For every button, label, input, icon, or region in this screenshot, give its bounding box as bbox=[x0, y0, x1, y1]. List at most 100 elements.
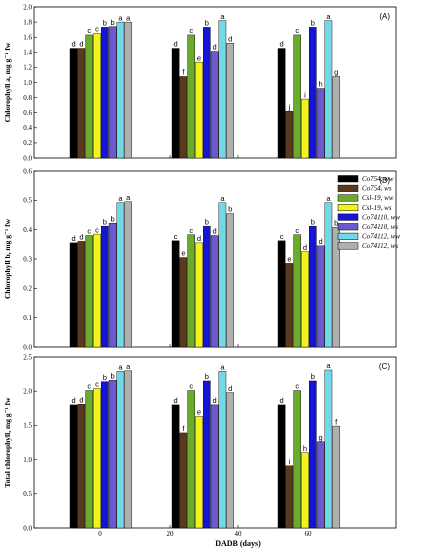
bar bbox=[100, 27, 109, 159]
significance-letter: b bbox=[205, 372, 209, 381]
significance-letter: c bbox=[295, 382, 299, 391]
significance-letter: b bbox=[311, 372, 315, 381]
y-tick-label: 0.4 bbox=[23, 124, 32, 132]
legend-label: Csl-19, ww bbox=[362, 194, 394, 202]
bar bbox=[301, 452, 309, 529]
significance-letter: a bbox=[220, 363, 225, 372]
significance-letter: c bbox=[87, 382, 91, 391]
bar bbox=[116, 21, 125, 159]
panel-label: (C) bbox=[379, 362, 390, 371]
bar bbox=[93, 388, 101, 529]
y-tick-label: 0.0 bbox=[23, 524, 32, 532]
significance-letter: b bbox=[228, 205, 232, 214]
significance-letter: d bbox=[174, 40, 178, 49]
legend-swatch bbox=[337, 213, 359, 221]
bar bbox=[324, 369, 333, 529]
significance-letter: b bbox=[103, 373, 107, 382]
x-axis: DADB (days) 0 20 40 60 bbox=[98, 530, 312, 548]
bar bbox=[309, 27, 317, 159]
bar bbox=[171, 240, 180, 348]
x-tick-label: 60 bbox=[305, 530, 313, 538]
bar bbox=[285, 465, 294, 529]
y-axis-label: Total chlorophyll, mg g⁻¹ fw bbox=[3, 397, 12, 488]
bar bbox=[187, 34, 196, 159]
bar bbox=[316, 88, 325, 159]
legend-swatch bbox=[337, 184, 359, 192]
significance-letter: c bbox=[87, 227, 91, 236]
significance-letter: b bbox=[111, 18, 115, 27]
significance-letter: d bbox=[79, 40, 83, 49]
significance-letter: d bbox=[79, 233, 83, 242]
significance-letter: a bbox=[326, 194, 331, 203]
significance-letter: a bbox=[326, 361, 331, 370]
x-axis-label: DADB (days) bbox=[215, 539, 261, 548]
y-tick-label: 0.6 bbox=[23, 167, 32, 175]
significance-letter: g bbox=[334, 68, 338, 77]
significance-letter: c bbox=[189, 226, 193, 235]
significance-letter: e bbox=[181, 249, 185, 258]
significance-letter: d bbox=[72, 396, 76, 405]
y-tick-label: 2.5 bbox=[23, 353, 32, 361]
bar bbox=[69, 48, 78, 159]
bar bbox=[77, 241, 86, 348]
legend-label: Co74112, ww bbox=[362, 233, 400, 241]
bar bbox=[293, 390, 302, 529]
significance-letter: d bbox=[72, 234, 76, 243]
legend-label: Co74110, ww bbox=[362, 213, 400, 221]
bar bbox=[93, 33, 101, 159]
significance-letter: d bbox=[213, 43, 217, 52]
bar bbox=[210, 235, 219, 348]
bar bbox=[69, 242, 78, 348]
y-tick-label: 0.0 bbox=[23, 343, 32, 351]
y-tick-label: 1.0 bbox=[23, 456, 32, 464]
y-tick-label: 0.3 bbox=[23, 255, 32, 263]
significance-letter: d bbox=[228, 384, 232, 393]
significance-letter: d bbox=[197, 234, 201, 243]
significance-letter: c bbox=[95, 25, 99, 34]
bar bbox=[179, 257, 188, 348]
significance-letter: b bbox=[311, 19, 315, 28]
legend-swatch bbox=[337, 242, 359, 250]
y-axis-label: Chlorophyll b, mg g⁻¹ fw bbox=[3, 218, 12, 299]
legend-label: Co74112, ws bbox=[362, 242, 398, 250]
y-tick-label: 0.2 bbox=[23, 139, 32, 147]
bar bbox=[293, 234, 302, 348]
bar bbox=[195, 61, 203, 159]
panel-label: (A) bbox=[379, 12, 390, 21]
panels-group: 0.0 0.2 0.4 0.6 0.8 1.0 1.2 1.4 1.6 1.8 2.0 Chlorop… bbox=[3, 3, 397, 532]
significance-letter: b bbox=[311, 217, 315, 226]
significance-letter: a bbox=[118, 363, 123, 372]
significance-letter: i bbox=[304, 90, 306, 99]
bar bbox=[187, 390, 196, 529]
legend-label: Csl-19, ws bbox=[362, 204, 392, 212]
bar bbox=[301, 251, 309, 348]
significance-letter: c bbox=[189, 382, 193, 391]
bar bbox=[202, 380, 211, 529]
significance-letter: c bbox=[295, 226, 299, 235]
panel-3: 0.0 0.5 1.0 1.5 2.0 2.5 Total chlorophyll, mg … bbox=[3, 353, 397, 532]
significance-letter: a bbox=[126, 362, 131, 371]
legend-swatch bbox=[337, 232, 359, 240]
y-tick-label: 2.0 bbox=[23, 388, 32, 396]
bar bbox=[179, 432, 188, 529]
significance-letter: d bbox=[280, 396, 284, 405]
significance-letter: e bbox=[197, 53, 201, 62]
significance-letter: d bbox=[319, 237, 323, 246]
bar bbox=[332, 76, 341, 159]
significance-letter: h bbox=[303, 444, 307, 453]
y-tick-label: 0.1 bbox=[23, 314, 32, 322]
significance-letter: d bbox=[213, 227, 217, 236]
significance-letter: b bbox=[205, 217, 209, 226]
bar bbox=[100, 381, 109, 529]
y-tick-label: 1.2 bbox=[23, 64, 32, 72]
bar bbox=[85, 34, 93, 159]
bar bbox=[85, 235, 93, 348]
bar bbox=[277, 404, 286, 529]
significance-letter: b bbox=[111, 371, 115, 380]
bar bbox=[124, 370, 132, 529]
significance-letter: d bbox=[79, 395, 83, 404]
x-tick-label: 40 bbox=[235, 530, 243, 538]
bar bbox=[277, 240, 286, 348]
